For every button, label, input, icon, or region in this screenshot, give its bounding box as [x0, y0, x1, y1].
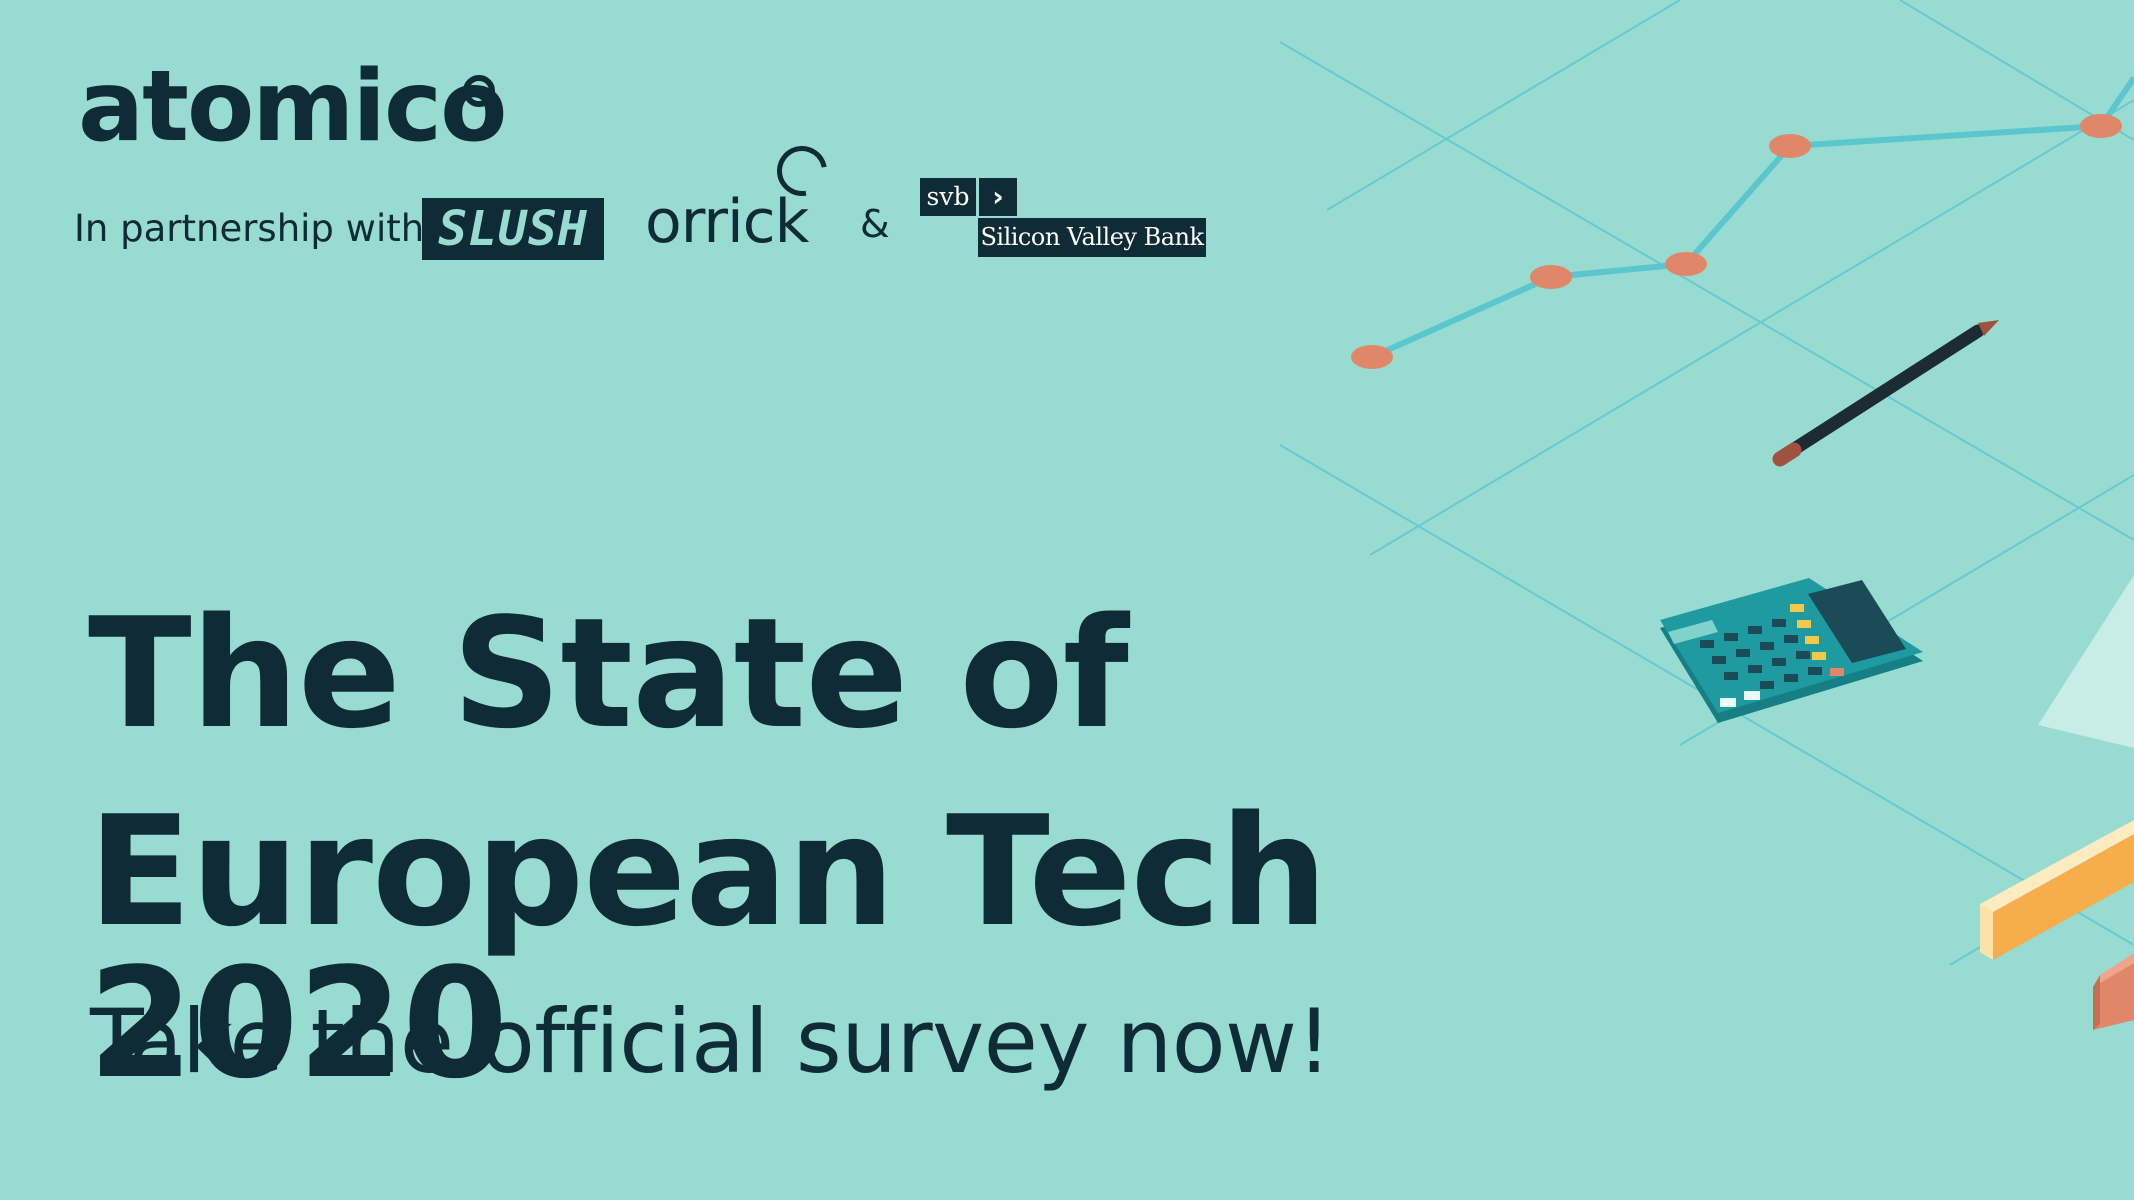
bar-block-icon [1980, 820, 2134, 1030]
partnership-label: In partnership with [74, 207, 425, 250]
pencil-icon [1772, 320, 1999, 467]
orrick-logo: orrick [645, 187, 809, 257]
svb-logo-name: Silicon Valley Bank [978, 218, 1206, 257]
line-chart-icon [1351, 76, 2134, 369]
svb-logo-short: svb [920, 178, 976, 216]
headline-line-2: European Tech 2020 [88, 783, 1328, 1112]
headline-line-1: The State of [88, 585, 1129, 762]
svb-chevron-icon: › [979, 178, 1017, 216]
paper-triangle-icon [2038, 575, 2134, 748]
atomico-logo-ring-icon [463, 75, 495, 107]
calculator-icon [1660, 578, 1923, 723]
survey-call-to-action[interactable]: Take the official survey now! [90, 990, 1332, 1093]
ampersand: & [860, 202, 890, 246]
slush-logo: SLUSH [422, 198, 604, 260]
atomico-logo: atomico [78, 50, 507, 164]
